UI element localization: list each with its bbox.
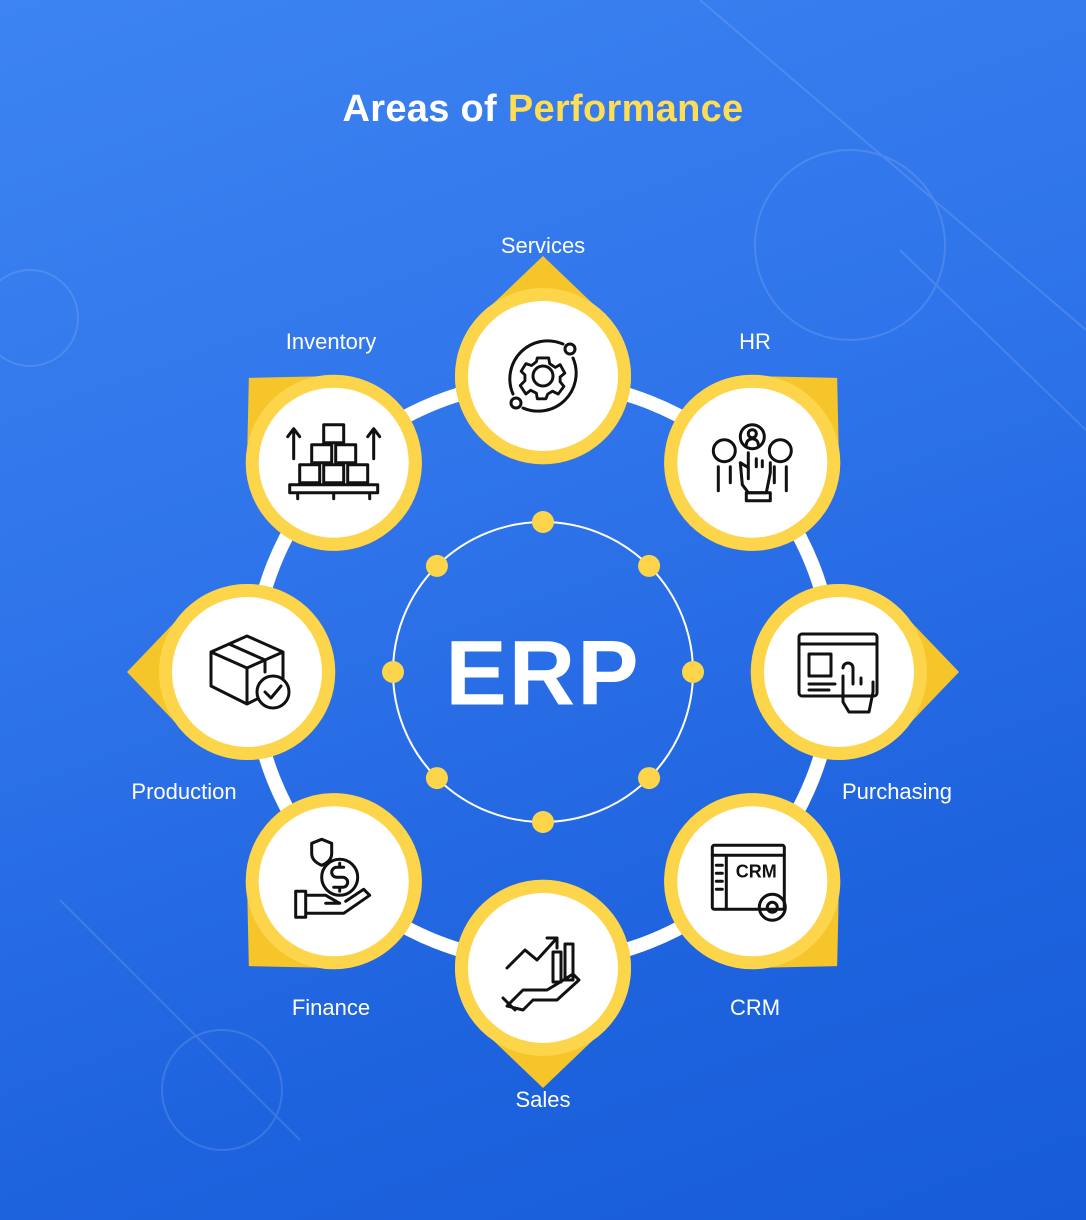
ring-dot [382, 661, 404, 683]
center-erp-label: ERP [445, 622, 641, 725]
node-face [764, 597, 914, 747]
ring-dot [425, 767, 448, 790]
node-label: CRM [729, 995, 781, 1020]
node-label: Inventory [285, 329, 377, 354]
ring-dot [425, 554, 448, 577]
people-select-hand-icon [711, 423, 793, 503]
node-face [468, 893, 618, 1043]
node-sales [455, 879, 631, 1088]
node-face [468, 301, 618, 451]
money-hand-shield-icon [294, 837, 372, 919]
node-finance [245, 793, 422, 970]
gear-orbit-icon [508, 339, 578, 413]
node-inventory [245, 374, 422, 551]
title-prefix: Areas of [342, 88, 497, 130]
node-label: Services [500, 233, 586, 258]
page-title: Areas of Performance [0, 88, 1086, 131]
node-label: Finance [291, 995, 371, 1020]
stacked-boxes-icon [286, 423, 382, 501]
node-face [677, 387, 828, 538]
background-decor [0, 0, 1086, 1150]
svg-text:CRM: CRM [736, 861, 777, 881]
node-label: HR [739, 329, 771, 354]
ring-dot [532, 511, 554, 533]
ring-dot [638, 767, 661, 790]
node-crm: CRM [664, 793, 841, 970]
ring-dot [682, 661, 704, 683]
node-hr [664, 374, 841, 551]
ring-dot [532, 811, 554, 833]
sales-growth-hand-icon [501, 936, 581, 1012]
node-label: Production [131, 779, 237, 804]
node-label: Purchasing [841, 779, 953, 804]
crm-window-gear-icon: CRM [710, 843, 787, 922]
online-purchase-icon [797, 632, 879, 714]
ring-dot [638, 554, 661, 577]
node-purchasing [750, 584, 959, 760]
node-production [127, 584, 336, 760]
node-face [677, 806, 828, 957]
title-highlight: Performance [507, 88, 744, 130]
node-label: Sales [515, 1087, 571, 1112]
box-check-icon [209, 634, 291, 710]
node-services [454, 256, 631, 465]
node-face [258, 387, 409, 538]
node-face [258, 806, 409, 957]
